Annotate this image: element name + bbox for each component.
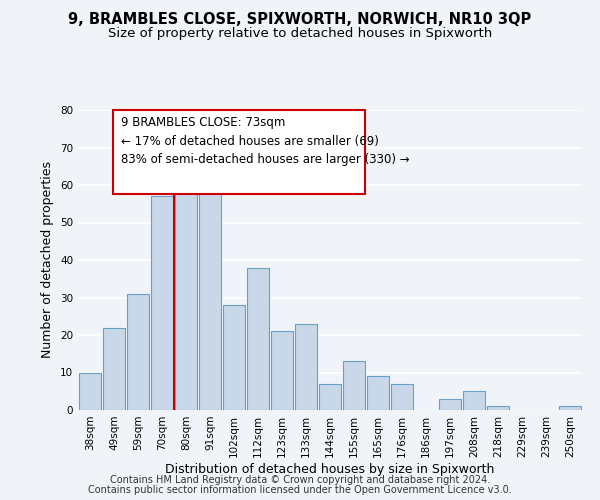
Text: Contains HM Land Registry data © Crown copyright and database right 2024.: Contains HM Land Registry data © Crown c… — [110, 475, 490, 485]
Bar — [439, 399, 461, 410]
FancyBboxPatch shape — [113, 110, 365, 194]
Bar — [79, 372, 101, 410]
Text: Contains public sector information licensed under the Open Government Licence v3: Contains public sector information licen… — [88, 485, 512, 495]
Text: Size of property relative to detached houses in Spixworth: Size of property relative to detached ho… — [108, 28, 492, 40]
Text: 9 BRAMBLES CLOSE: 73sqm
← 17% of detached houses are smaller (69)
83% of semi-de: 9 BRAMBLES CLOSE: 73sqm ← 17% of detache… — [121, 116, 409, 166]
Text: 9, BRAMBLES CLOSE, SPIXWORTH, NORWICH, NR10 3QP: 9, BRAMBLES CLOSE, SPIXWORTH, NORWICH, N… — [68, 12, 532, 28]
Bar — [247, 268, 269, 410]
Bar — [367, 376, 389, 410]
Bar — [463, 391, 485, 410]
X-axis label: Distribution of detached houses by size in Spixworth: Distribution of detached houses by size … — [166, 462, 494, 475]
Bar — [103, 328, 125, 410]
Bar — [151, 196, 173, 410]
Bar — [223, 305, 245, 410]
Bar — [199, 166, 221, 410]
Bar — [391, 384, 413, 410]
Bar — [343, 361, 365, 410]
Bar — [559, 406, 581, 410]
Bar — [295, 324, 317, 410]
Bar — [175, 181, 197, 410]
Bar — [127, 294, 149, 410]
Bar — [487, 406, 509, 410]
Bar — [319, 384, 341, 410]
Bar — [271, 331, 293, 410]
Y-axis label: Number of detached properties: Number of detached properties — [41, 162, 55, 358]
